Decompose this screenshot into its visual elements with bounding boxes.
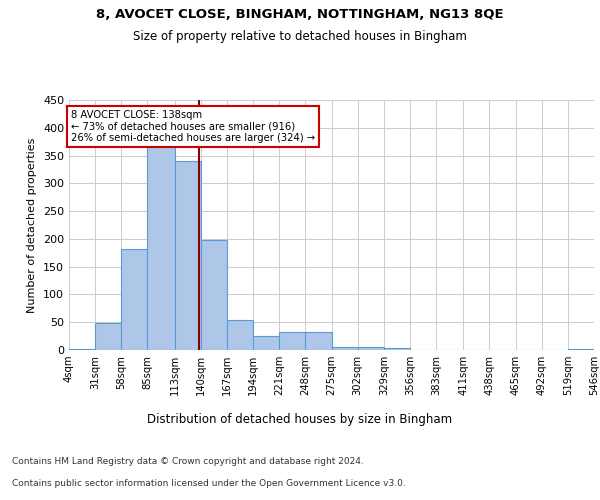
Y-axis label: Number of detached properties: Number of detached properties [28, 138, 37, 312]
Bar [568, 349, 594, 350]
Bar [227, 320, 253, 350]
Bar [148, 146, 175, 350]
Bar [331, 347, 358, 350]
Text: 8 AVOCET CLOSE: 138sqm
← 73% of detached houses are smaller (916)
26% of semi-de: 8 AVOCET CLOSE: 138sqm ← 73% of detached… [71, 110, 315, 143]
Bar [279, 332, 305, 350]
Bar [69, 349, 95, 350]
Text: Size of property relative to detached houses in Bingham: Size of property relative to detached ho… [133, 30, 467, 43]
Bar [175, 161, 201, 350]
Text: Distribution of detached houses by size in Bingham: Distribution of detached houses by size … [148, 412, 452, 426]
Text: Contains HM Land Registry data © Crown copyright and database right 2024.: Contains HM Land Registry data © Crown c… [12, 458, 364, 466]
Bar [253, 336, 279, 350]
Bar [358, 346, 384, 350]
Bar [384, 348, 410, 350]
Bar [121, 249, 148, 350]
Bar [305, 332, 331, 350]
Bar [95, 324, 121, 350]
Bar [201, 240, 227, 350]
Text: Contains public sector information licensed under the Open Government Licence v3: Contains public sector information licen… [12, 479, 406, 488]
Text: 8, AVOCET CLOSE, BINGHAM, NOTTINGHAM, NG13 8QE: 8, AVOCET CLOSE, BINGHAM, NOTTINGHAM, NG… [96, 8, 504, 20]
